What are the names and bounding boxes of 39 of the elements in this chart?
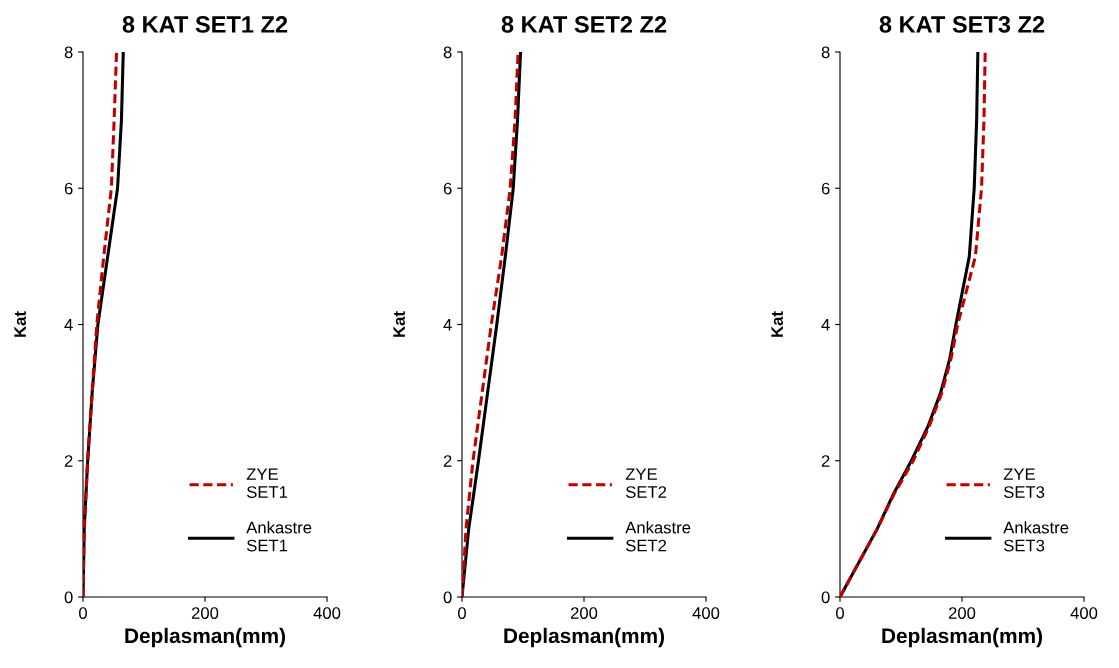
- legend-label: Ankastre SET3: [1003, 521, 1069, 552]
- y-axis-title: Kat: [771, 311, 783, 337]
- y-tick-label: 2: [64, 455, 73, 467]
- y-tick-label: 4: [821, 319, 830, 331]
- x-tick-label: 0: [79, 607, 87, 619]
- legend-label: ZYE SET2: [625, 468, 667, 498]
- chart-title: 8 KAT SET2 Z2: [501, 16, 667, 33]
- y-tick-label: 0: [821, 591, 830, 604]
- y-tick-label: 4: [64, 319, 73, 331]
- legend-label: Ankastre SET1: [246, 521, 312, 552]
- y-tick-label: 8: [821, 46, 830, 59]
- y-tick-label: 4: [443, 319, 452, 331]
- x-tick-label: 200: [570, 607, 598, 619]
- x-axis-title: Deplasman(mm): [882, 627, 1043, 648]
- legend-label: ZYE SET1: [246, 468, 288, 498]
- x-tick-label: 0: [458, 607, 466, 619]
- x-tick-label: 400: [313, 607, 341, 619]
- y-tick-label: 6: [443, 182, 452, 195]
- y-tick-label: 2: [821, 455, 830, 467]
- y-tick-label: 8: [443, 46, 452, 59]
- y-tick-label: 0: [64, 591, 73, 604]
- y-tick-label: 6: [821, 182, 830, 195]
- y-tick-label: 8: [64, 46, 73, 59]
- legend-label: Ankastre SET2: [625, 521, 691, 552]
- y-axis-title: Kat: [393, 311, 405, 337]
- chart-title: 8 KAT SET3 Z2: [879, 16, 1045, 33]
- x-tick-label: 400: [692, 607, 720, 619]
- y-tick-label: 0: [443, 591, 452, 604]
- x-tick-label: 0: [836, 607, 844, 619]
- y-axis-title: Kat: [14, 311, 26, 337]
- x-tick-label: 200: [948, 607, 976, 619]
- chart-title: 8 KAT SET1 Z2: [122, 16, 288, 33]
- y-tick-label: 2: [443, 455, 452, 467]
- x-axis-title: Deplasman(mm): [504, 627, 665, 648]
- x-axis-title: Deplasman(mm): [125, 627, 286, 648]
- x-tick-label: 200: [191, 607, 219, 619]
- x-tick-label: 400: [1070, 607, 1098, 619]
- legend-label: ZYE SET3: [1003, 468, 1045, 498]
- y-tick-label: 6: [64, 182, 73, 195]
